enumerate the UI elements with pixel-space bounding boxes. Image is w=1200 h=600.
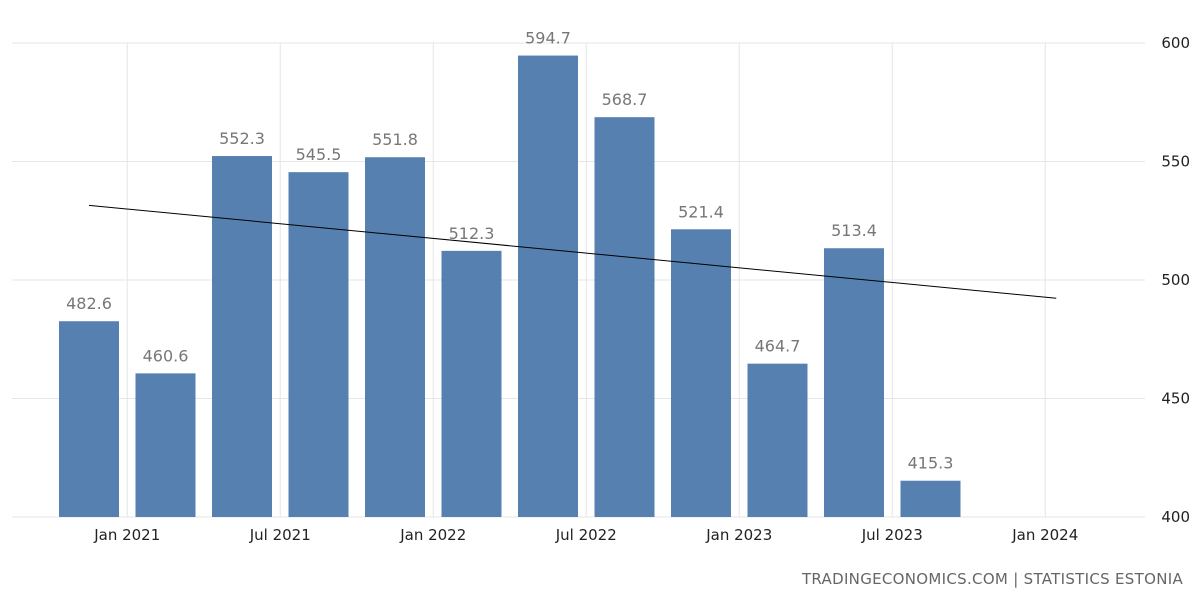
data-label: 464.7 (755, 337, 801, 356)
bar (212, 156, 272, 517)
bars (59, 55, 961, 518)
x-tick-label: Jul 2021 (249, 526, 311, 544)
y-tick-label: 500 (1161, 271, 1190, 289)
bar (441, 250, 502, 517)
x-tick-label: Jan 2022 (399, 526, 466, 544)
x-tick-label: Jan 2024 (1011, 526, 1078, 544)
x-tick-label: Jan 2023 (705, 526, 772, 544)
bar (900, 480, 961, 517)
data-label: 415.3 (908, 454, 954, 473)
y-tick-label: 550 (1161, 153, 1190, 171)
data-label: 551.8 (372, 130, 418, 149)
data-label: 482.6 (66, 294, 112, 313)
data-label: 512.3 (449, 224, 495, 243)
data-labels: 482.6 460.6 552.3 545.5 551.8 512.3 594.7 568.7… (66, 29, 953, 473)
data-label: 568.7 (602, 90, 648, 109)
data-label: 552.3 (219, 129, 265, 148)
y-tick-label: 450 (1161, 390, 1190, 408)
bar (135, 373, 196, 517)
x-tick-label: Jul 2023 (861, 526, 923, 544)
y-axis: 400 450 500 550 600 (1161, 34, 1190, 526)
source-credit: TRADINGECONOMICS.COM | STATISTICS ESTONI… (801, 570, 1183, 588)
bar (288, 172, 349, 518)
bar (671, 229, 731, 518)
x-tick-label: Jul 2022 (555, 526, 617, 544)
data-label: 594.7 (525, 29, 571, 48)
trendline (88, 204, 1057, 299)
y-tick-label: 400 (1161, 508, 1190, 526)
bar (365, 157, 425, 517)
bar (594, 117, 655, 517)
trendline-group (88, 204, 1057, 299)
x-tick-label: Jan 2021 (93, 526, 160, 544)
bar (518, 55, 578, 517)
bar (59, 321, 119, 517)
bar (824, 248, 884, 517)
data-label: 521.4 (678, 202, 724, 221)
x-axis: Jan 2021 Jul 2021 Jan 2022 Jul 2022 Jan 2023… (93, 526, 1078, 544)
data-label: 513.4 (831, 221, 877, 240)
y-tick-label: 600 (1161, 34, 1190, 52)
data-label: 545.5 (296, 145, 342, 164)
gridlines (12, 42, 1145, 518)
bar (747, 363, 808, 517)
data-label: 460.6 (143, 346, 189, 365)
